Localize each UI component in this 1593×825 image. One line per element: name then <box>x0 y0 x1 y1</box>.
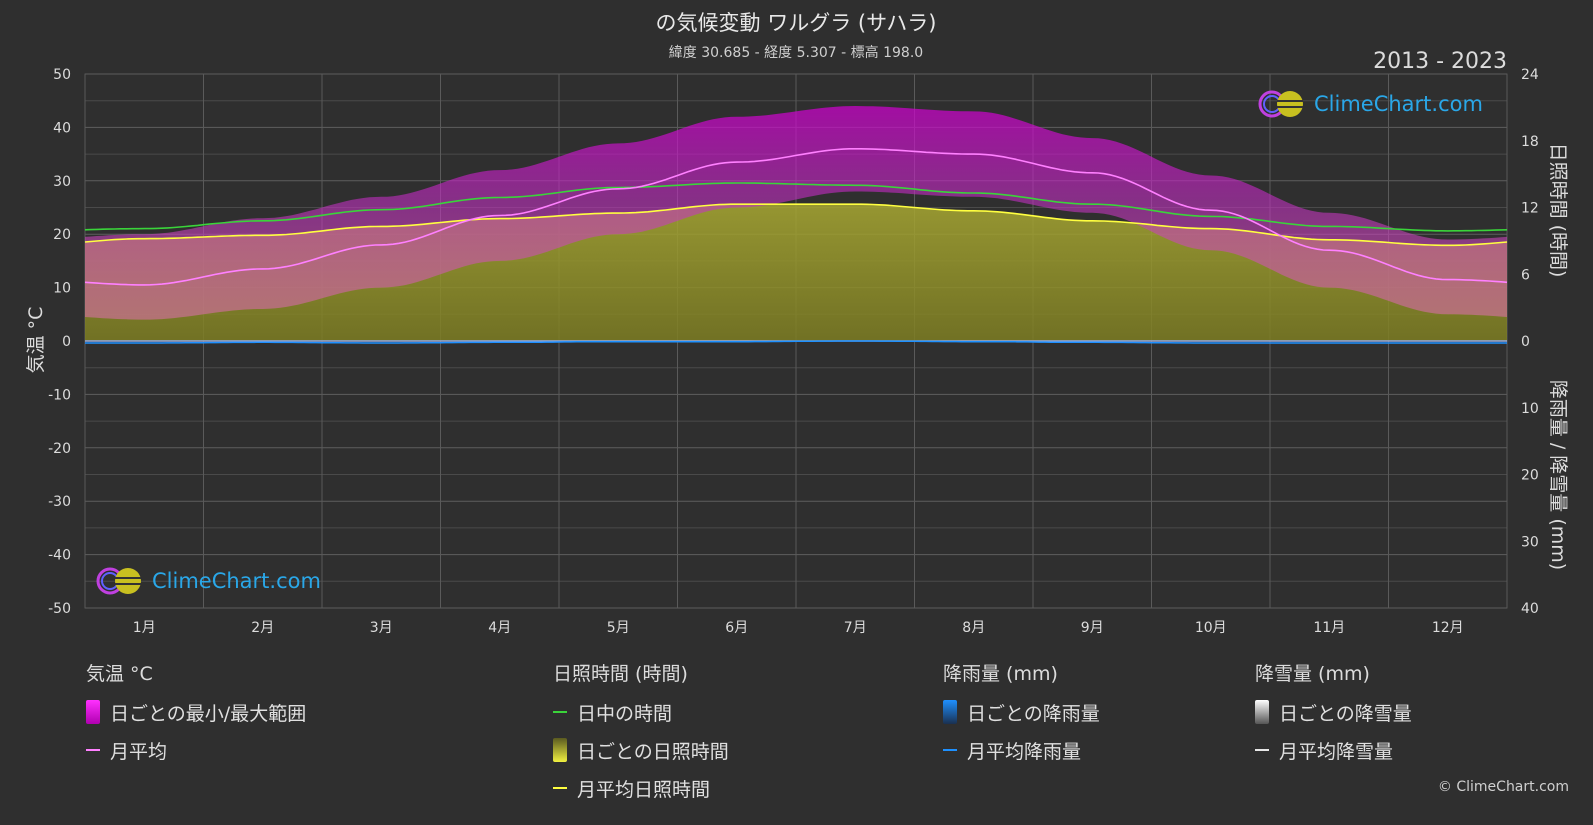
tick-label-left: -30 <box>48 494 71 510</box>
tick-label-month: 3月 <box>370 620 393 636</box>
swatch-rain <box>943 700 957 724</box>
legend-item: 日ごとの降雪量 <box>1255 700 1412 725</box>
tick-label-month: 5月 <box>607 620 630 636</box>
tick-label-left: 20 <box>53 227 71 243</box>
legend-snow: 降雪量 (mm) 日ごとの降雪量 月平均降雪量 <box>1255 662 1412 776</box>
rain-mean-line <box>85 340 1507 344</box>
tick-label-month: 2月 <box>251 620 274 636</box>
tick-label-right-bottom: 20 <box>1521 468 1539 484</box>
tick-label-month: 1月 <box>133 620 156 636</box>
tick-label-month: 9月 <box>1081 620 1104 636</box>
swatch-sunshine-mean <box>553 787 567 789</box>
swatch-rain-mean <box>943 749 957 751</box>
tick-label-left: 40 <box>53 120 71 136</box>
swatch-daylight <box>553 711 567 713</box>
copyright: © ClimeChart.com <box>1437 779 1569 795</box>
tick-label-month: 10月 <box>1195 620 1227 636</box>
temp-mean-line <box>84 148 1508 286</box>
legend-label: 月平均日照時間 <box>577 778 711 801</box>
sunshine-mean-line <box>84 203 1508 247</box>
legend-label: 日ごとの降雨量 <box>967 702 1100 725</box>
tick-label-right-top: 12 <box>1521 201 1539 217</box>
tick-label-right-top: 18 <box>1521 134 1539 150</box>
tick-label-right-bottom: 30 <box>1521 534 1539 550</box>
tick-label-left: -10 <box>48 387 71 403</box>
tick-label-left: 10 <box>53 281 71 297</box>
chart-period: 2013 - 2023 <box>1373 49 1507 74</box>
legend-item: 日ごとの降雨量 <box>943 700 1100 725</box>
tick-label-month: 6月 <box>725 620 748 636</box>
swatch-snow <box>1255 700 1269 724</box>
legend-label: 日ごとの降雪量 <box>1279 702 1412 725</box>
legend-label: 日ごとの最小/最大範囲 <box>110 702 307 725</box>
legend-label: 日ごとの日照時間 <box>577 740 729 763</box>
legend-item: 日中の時間 <box>553 700 729 725</box>
legend-item: 月平均日照時間 <box>553 776 729 801</box>
legend-item: 日ごとの日照時間 <box>553 738 729 763</box>
legend-sun-title: 日照時間 (時間) <box>553 663 688 685</box>
legend-temp: 気温 °C 日ごとの最小/最大範囲 月平均 <box>86 662 306 776</box>
tick-label-month: 11月 <box>1313 620 1345 636</box>
logo-bottom: ClimeChart.com <box>96 565 321 597</box>
y-left-label: 気温 °C <box>25 307 47 374</box>
legend-label: 日中の時間 <box>577 702 673 725</box>
climate-chart: 50 40 30 20 10 0 -10 -20 -30 -40 -50 24 18 12 6 0 10 20 30… <box>25 11 1569 636</box>
legend-rain-title: 降雨量 (mm) <box>943 663 1058 685</box>
legend-sun: 日照時間 (時間) 日中の時間 日ごとの日照時間 月平均日照時間 <box>553 662 729 814</box>
legend-item: 月平均降雪量 <box>1255 738 1412 763</box>
tick-label-left: 50 <box>53 67 71 83</box>
legend-label: 月平均降雪量 <box>1279 740 1394 763</box>
legend-item: 日ごとの最小/最大範囲 <box>86 700 307 725</box>
swatch-sunshine <box>553 738 567 762</box>
tick-label-left: 30 <box>53 174 71 190</box>
tick-label-right-top: 0 <box>1521 334 1530 350</box>
climechart-logo-icon <box>1258 90 1303 118</box>
swatch-temp-range <box>86 700 100 724</box>
tick-label-month: 7月 <box>844 620 867 636</box>
climechart-logo-icon <box>96 567 141 595</box>
logo-text: ClimeChart.com <box>152 569 321 593</box>
tick-label-month: 12月 <box>1432 620 1464 636</box>
legend-snow-title: 降雪量 (mm) <box>1255 663 1370 685</box>
tick-label-right-bottom: 10 <box>1521 401 1539 417</box>
daylight-line <box>84 182 1508 232</box>
temp-range-band <box>85 106 1507 320</box>
y-right-bottom-label: 降雨量 / 降雪量 (mm) <box>1547 380 1569 570</box>
legend-label: 月平均降雨量 <box>967 740 1082 763</box>
legend-item: 月平均降雨量 <box>943 738 1100 763</box>
tick-label-right-bottom: 40 <box>1521 601 1539 617</box>
tick-label-month: 8月 <box>962 620 985 636</box>
swatch-snow-mean <box>1255 749 1269 751</box>
logo-text: ClimeChart.com <box>1314 92 1483 116</box>
legend-label: 月平均 <box>110 740 168 763</box>
y-right-top-label: 日照時間 (時間) <box>1547 143 1569 278</box>
tick-label-month: 4月 <box>488 620 511 636</box>
tick-label-left: -20 <box>48 441 71 457</box>
legend-item: 月平均 <box>86 738 306 763</box>
tick-label-left: 0 <box>62 334 71 350</box>
swatch-temp-mean <box>86 749 100 751</box>
tick-label-right-top: 6 <box>1521 267 1530 283</box>
logo-top: ClimeChart.com <box>1258 88 1483 120</box>
chart-subtitle: 緯度 30.685 - 経度 5.307 - 標高 198.0 <box>669 44 923 61</box>
chart-title: の気候変動 ワルグラ (サハラ) <box>656 11 937 35</box>
tick-label-left: -40 <box>48 548 71 564</box>
legend-temp-title: 気温 °C <box>86 663 153 685</box>
tick-label-right-top: 24 <box>1521 67 1539 83</box>
tick-label-left: -50 <box>48 601 71 617</box>
legend-rain: 降雨量 (mm) 日ごとの降雨量 月平均降雨量 <box>943 662 1100 776</box>
